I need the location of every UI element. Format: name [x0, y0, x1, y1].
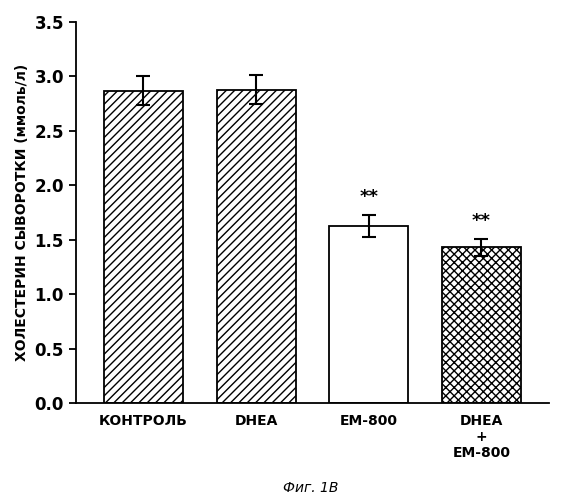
Bar	[104, 90, 183, 403]
Text: **: **	[472, 212, 491, 230]
Bar	[442, 248, 521, 403]
Bar	[329, 226, 408, 403]
Y-axis label: ХОЛЕСТЕРИН СЫВОРОТКИ (ммоль/л): ХОЛЕСТЕРИН СЫВОРОТКИ (ммоль/л)	[15, 64, 29, 361]
Bar	[217, 90, 296, 403]
Text: **: **	[359, 188, 378, 206]
Text: Фиг. 1В: Фиг. 1В	[283, 481, 338, 495]
